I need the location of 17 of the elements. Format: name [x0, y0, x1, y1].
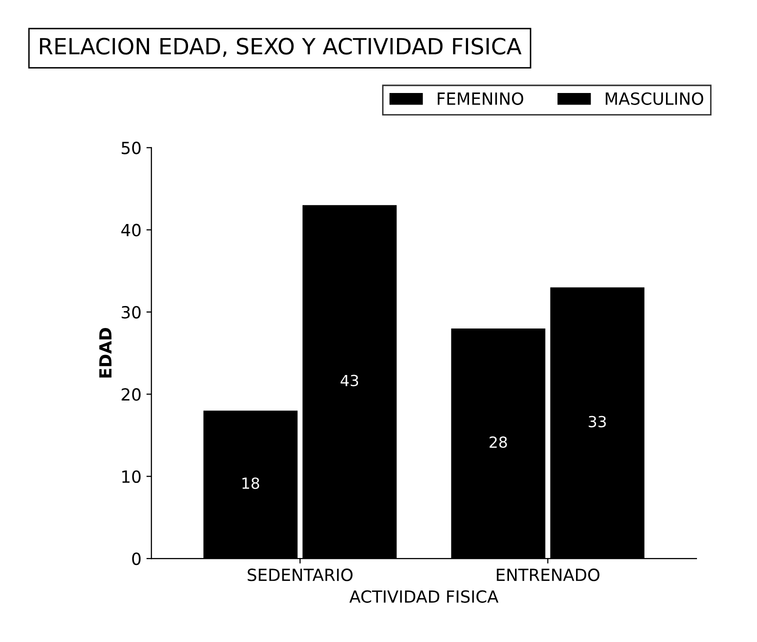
x-tick-label: ENTRENADO: [496, 568, 600, 582]
data-label: 18: [242, 477, 260, 490]
y-tick-label: 20: [122, 388, 141, 401]
x-axis-title: ACTIVIDAD FISICA: [349, 590, 498, 603]
x-tick-label: SEDENTARIO: [248, 568, 353, 582]
y-tick-label: 0: [132, 552, 141, 566]
y-tick-label: 10: [122, 470, 141, 483]
y-tick-label: 40: [121, 224, 141, 236]
data-label: 28: [490, 436, 507, 448]
y-tick-label: 50: [122, 142, 141, 154]
legend-label: FEMENINO: [438, 92, 524, 105]
chart-title: RELACION EDAD, SEXO Y ACTIVIDAD FISICA: [40, 38, 522, 57]
legend-label: MASCULINO: [606, 92, 704, 105]
y-axis-title: EDAD: [99, 328, 112, 378]
data-label: 43: [340, 374, 358, 386]
data-label: 33: [588, 416, 606, 428]
y-tick-label: 30: [122, 306, 141, 319]
